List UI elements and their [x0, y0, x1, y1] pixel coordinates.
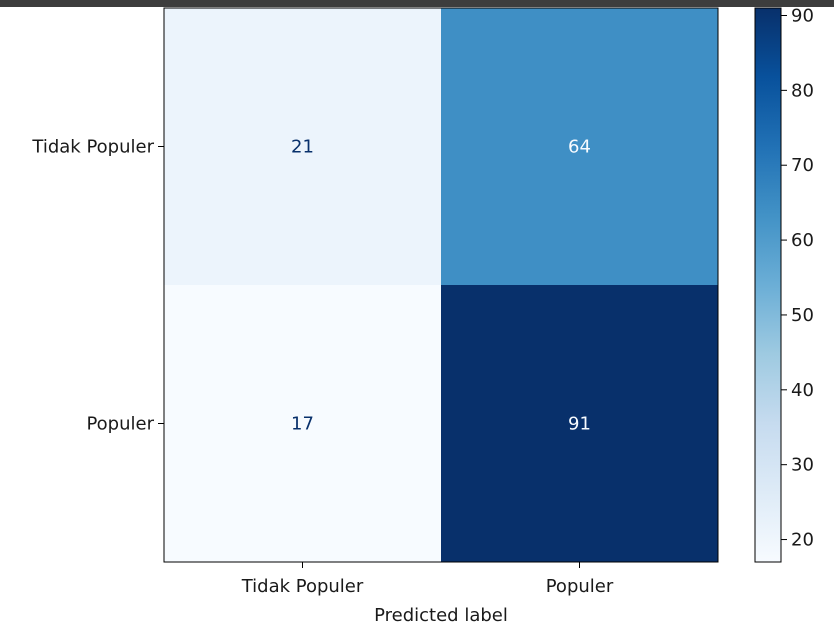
heatmap-cell-labels: 21 64 17 91 [291, 137, 591, 435]
colorbar-tick-label: 20 [791, 530, 814, 551]
x-axis-ticks: Tidak Populer Populer [241, 562, 614, 597]
heatmap-cell [441, 285, 718, 562]
colorbar-tick-label: 70 [791, 155, 814, 176]
colorbar-tick-label: 80 [791, 80, 814, 101]
window-top-bar [0, 0, 834, 7]
heatmap-cell [164, 8, 441, 285]
colorbar-tick-label: 90 [791, 5, 814, 26]
colorbar-tick-label: 60 [791, 230, 814, 251]
y-axis-ticks: Tidak Populer Populer [31, 137, 164, 435]
heatmap-cell-value: 17 [291, 414, 314, 435]
x-tick-label: Tidak Populer [241, 576, 364, 597]
y-tick-label: Tidak Populer [31, 137, 154, 158]
y-tick-label: Populer [86, 414, 154, 435]
heatmap-cell [441, 8, 718, 285]
heatmap-cell-value: 64 [568, 137, 591, 158]
x-tick-label: Populer [546, 576, 614, 597]
colorbar-tick-label: 30 [791, 455, 814, 476]
plot-frame [163, 7, 719, 563]
colorbar [754, 7, 782, 563]
heatmap-cell [164, 285, 441, 562]
colorbar-ticks: 20 30 40 50 60 70 80 90 [781, 5, 814, 551]
colorbar-tick-label: 40 [791, 380, 814, 401]
heatmap-cell-value: 91 [568, 414, 591, 435]
colorbar-tick-label: 50 [791, 305, 814, 326]
heatmap-cells [164, 8, 718, 562]
x-axis-label: Predicted label [374, 605, 508, 626]
heatmap-cell-value: 21 [291, 137, 314, 158]
